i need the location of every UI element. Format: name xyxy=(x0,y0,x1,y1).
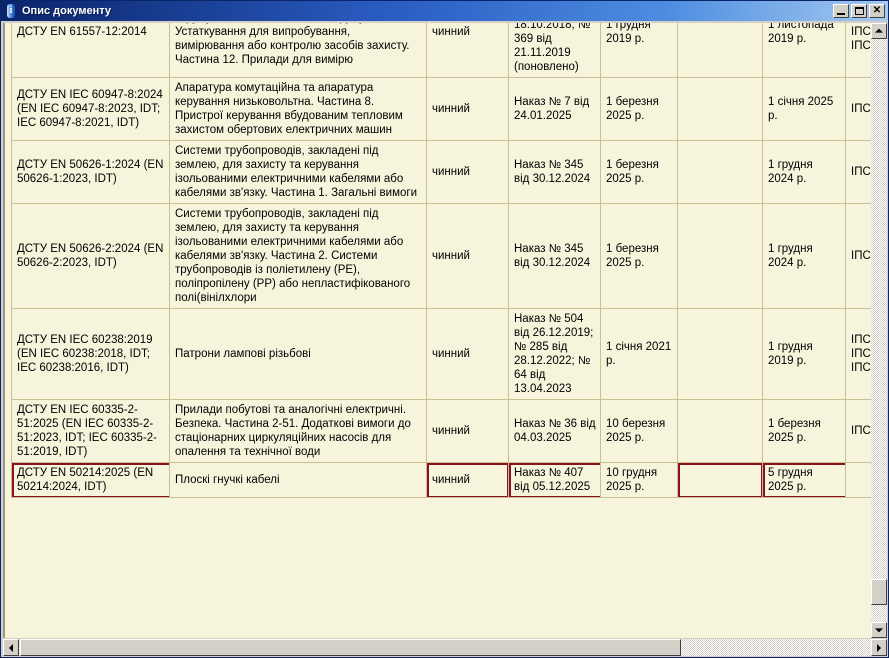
scroll-up-button[interactable] xyxy=(871,23,887,39)
window-controls: ✕ xyxy=(833,4,885,18)
standards-table-viewport[interactable]: ДСТУ EN 61557-12:2014низьковольтних сист… xyxy=(3,23,871,638)
cell-effective_from: 1 березня 2025 р. xyxy=(600,77,678,141)
cell-bulletin xyxy=(845,462,871,498)
cell-title: Системи трубопроводів, закладені під зем… xyxy=(169,203,427,309)
row-highlight-box xyxy=(678,463,762,497)
cell-order: Наказ № 345 від 30.12.2024 xyxy=(508,203,601,309)
row-highlight-box xyxy=(763,463,845,497)
cell-bulletin: ІПС 12-2024 xyxy=(845,203,871,309)
cell-withdrawn xyxy=(677,399,763,463)
client-area: ДСТУ EN 61557-12:2014низьковольтних сист… xyxy=(2,22,888,657)
cell-title: Прилади побутові та аналогічні електричн… xyxy=(169,399,427,463)
row-highlight-box xyxy=(509,463,600,497)
cell-order: Наказ № 36 від 04.03.2025 xyxy=(508,399,601,463)
cell-effective_from: 1 січня 2021 р. xyxy=(600,308,678,400)
cell-adopted: 1 березня 2025 р. xyxy=(762,399,846,463)
standards-table: ДСТУ EN 61557-12:2014низьковольтних сист… xyxy=(11,23,871,498)
cell-adopted: 1 грудня 2024 р. xyxy=(762,140,846,204)
cell-effective_from: 1 березня 2025 р. xyxy=(600,140,678,204)
table-row[interactable]: ДСТУ EN 61557-12:2014низьковольтних сист… xyxy=(11,23,871,78)
scroll-left-button[interactable] xyxy=(3,639,19,656)
cell-order: Наказ № 504 від 26.12.2019; № 285 від 28… xyxy=(508,308,601,400)
cell-status: чинний xyxy=(426,462,509,498)
cell-withdrawn xyxy=(677,308,763,400)
table-row[interactable]: ДСТУ EN IEC 60335-2-51:2025 (EN IEC 6033… xyxy=(11,399,871,463)
cell-adopted: 1 грудня 2024 р. xyxy=(762,203,846,309)
cell-status: чинний xyxy=(426,140,509,204)
table-row[interactable]: ДСТУ EN 50626-1:2024 (EN 50626-1:2023, I… xyxy=(11,140,871,204)
cell-designation: ДСТУ EN 50626-1:2024 (EN 50626-1:2023, I… xyxy=(11,140,170,204)
cell-adopted: 5 грудня 2025 р. xyxy=(762,462,846,498)
table-row[interactable]: ДСТУ EN IEC 60238:2019 (EN IEC 60238:201… xyxy=(11,308,871,400)
cell-title: Системи трубопроводів, закладені під зем… xyxy=(169,140,427,204)
cell-designation: ДСТУ EN 61557-12:2014 xyxy=(11,23,170,78)
cell-withdrawn xyxy=(677,203,763,309)
cell-designation: ДСТУ EN IEC 60947-8:2024 (EN IEC 60947-8… xyxy=(11,77,170,141)
table-row[interactable]: ДСТУ EN 50214:2025 (EN 50214:2024, IDT) П… xyxy=(11,462,871,498)
cell-designation: ДСТУ EN IEC 60238:2019 (EN IEC 60238:201… xyxy=(11,308,170,400)
row-highlight-box xyxy=(427,463,508,497)
cell-withdrawn xyxy=(677,77,763,141)
minimize-button[interactable] xyxy=(833,4,849,18)
title-bar[interactable]: i Опис документу ✕ xyxy=(1,1,888,21)
scroll-down-arrow-icon xyxy=(875,628,883,633)
cell-status: чинний xyxy=(426,23,509,78)
cell-designation: ДСТУ EN 50214:2025 (EN 50214:2024, IDT) xyxy=(11,462,170,498)
cell-adopted: 1 січня 2025 р. xyxy=(762,77,846,141)
cell-order: 26.12.2014; № 367 від 18.10.2018; № 369 … xyxy=(508,23,601,78)
cell-effective_from: 10 березня 2025 р. xyxy=(600,399,678,463)
scroll-right-arrow-icon xyxy=(877,643,881,652)
cell-bulletin: ІПС 3-2025 xyxy=(845,399,871,463)
cell-withdrawn xyxy=(677,23,763,78)
scroll-left-arrow-icon xyxy=(9,643,13,652)
cell-designation: ДСТУ EN 50626-2:2024 (EN 50626-2:2023, I… xyxy=(11,203,170,309)
cell-status: чинний xyxy=(426,77,509,141)
cell-title: Апаратура комутаційна та апаратура керув… xyxy=(169,77,427,141)
cell-status: чинний xyxy=(426,308,509,400)
vertical-scrollbar-thumb[interactable] xyxy=(871,579,887,605)
horizontal-scrollbar[interactable] xyxy=(3,639,887,656)
vertical-scrollbar-track[interactable] xyxy=(871,39,887,622)
cell-status: чинний xyxy=(426,203,509,309)
horizontal-scrollbar-thumb[interactable] xyxy=(20,639,681,656)
close-button[interactable]: ✕ xyxy=(869,4,885,18)
cell-bulletin: ІПС 12-2019; ІПС 12-2022; ІПС 4-2023 xyxy=(845,308,871,400)
cell-effective_from: 10 грудня 2025 р. xyxy=(600,462,678,498)
scroll-up-arrow-icon xyxy=(875,28,883,33)
cell-effective_from: 1 грудня 2019 р. xyxy=(600,23,678,78)
cell-title: низьковольтних систем до 1000 В змінного… xyxy=(169,23,427,78)
table-row[interactable]: ДСТУ EN 50626-2:2024 (EN 50626-2:2023, I… xyxy=(11,203,871,309)
window-title: Опис документу xyxy=(22,5,111,17)
maximize-button[interactable] xyxy=(851,4,867,18)
cell-title: Плоскі гнучкі кабелі xyxy=(169,462,427,498)
cell-adopted: 1 листопада 2019 р. xyxy=(762,23,846,78)
vertical-scrollbar[interactable] xyxy=(871,23,887,638)
cell-title: Патрони лампові різьбові xyxy=(169,308,427,400)
cell-order: Наказ № 7 від 24.01.2025 xyxy=(508,77,601,141)
scroll-right-button[interactable] xyxy=(871,639,887,656)
cell-bulletin: ІПС 12-2024 xyxy=(845,140,871,204)
cell-bulletin: ІПС 1-2025 xyxy=(845,77,871,141)
cell-withdrawn xyxy=(677,140,763,204)
cell-bulletin: ІПС 12-2014; ІПС 10-2018; ІПС 11-2019 xyxy=(845,23,871,78)
cell-order: Наказ № 345 від 30.12.2024 xyxy=(508,140,601,204)
cell-status: чинний xyxy=(426,399,509,463)
info-icon: i xyxy=(4,4,18,18)
cell-withdrawn xyxy=(677,462,763,498)
cell-designation: ДСТУ EN IEC 60335-2-51:2025 (EN IEC 6033… xyxy=(11,399,170,463)
table-row[interactable]: ДСТУ EN IEC 60947-8:2024 (EN IEC 60947-8… xyxy=(11,77,871,141)
cell-effective_from: 1 березня 2025 р. xyxy=(600,203,678,309)
close-icon: ✕ xyxy=(872,5,882,16)
cell-order: Наказ № 407 від 05.12.2025 xyxy=(508,462,601,498)
cell-adopted: 1 грудня 2019 р. xyxy=(762,308,846,400)
row-highlight-box xyxy=(12,463,169,497)
scroll-down-button[interactable] xyxy=(871,622,887,638)
